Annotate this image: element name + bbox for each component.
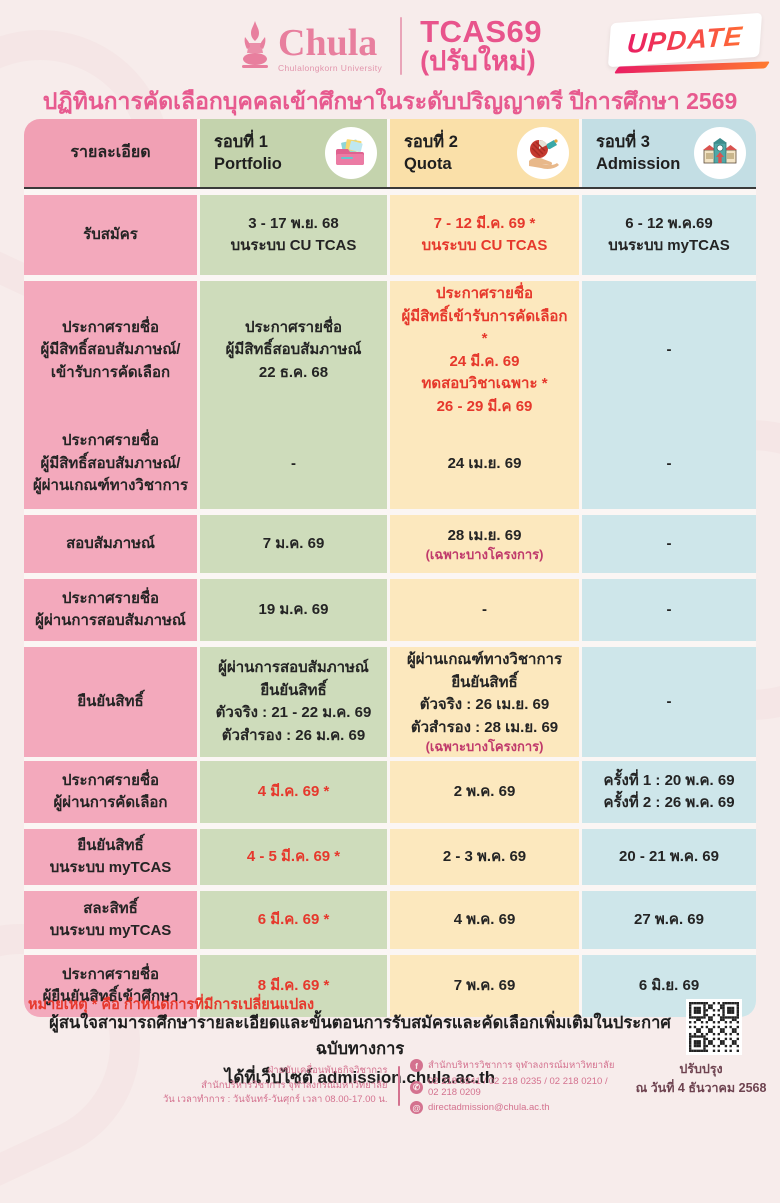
round2-cell: 28 เม.ย. 69 (เฉพาะบางโครงการ) [390,515,579,573]
table-row: ยืนยันสิทธิ์ ผู้ผ่านการสอบสัมภาษณ์ ยืนยันส… [24,647,756,758]
contact-channels: f สำนักบริหารวิชาการ จุฬาลงกรณ์มหาวิทยาลั… [410,1058,620,1114]
update-badge-label: UPDATE [626,20,745,59]
round2-cell: 2 พ.ค. 69 [390,761,579,823]
contact-channel-text: สำนักบริหารวิชาการ จุฬาลงกรณ์มหาวิทยาลัย [428,1060,615,1071]
row-label-cell: ประกาศรายชื่อ ผู้มีสิทธิ์สอบสัมภาษณ์/ผู้ผ… [24,419,197,509]
round2-cell: ประกาศรายชื่อ ผู้มีสิทธิ์เข้ารับการคัดเลื… [390,281,579,420]
round1-cell: 4 มี.ค. 69 * [200,761,387,823]
email-icon: @ [410,1101,423,1114]
round3-cell: - [582,579,756,641]
round3-cell: - [582,419,756,509]
table-row: ยืนยันสิทธิ์ บนระบบ myTCAS 4 - 5 มี.ค. 69 … [24,829,756,885]
tcas-title: TCAS69 (ปรับใหม่) [420,16,542,75]
contact-channel: @ directadmission@chula.ac.th [410,1101,620,1114]
round1-cell: 3 - 17 พ.ย. 68 บนระบบ CU TCAS [200,195,387,275]
table-header-row: รายละเอียด รอบที่ 1 Portfolio รอบที่ 2 [24,119,756,189]
round1-cell: 6 มี.ค. 69 * [200,891,387,949]
round2-cell: ผู้ผ่านเกณฑ์ทางวิชาการ ยืนยันสิทธิ์ ตัวจริ… [390,647,579,758]
portfolio-folder-icon [325,127,377,179]
page-header: Chula Chulalongkorn University TCAS69 (ป… [0,16,780,75]
round3-cell: - [582,647,756,758]
round2-cell: 7 พ.ค. 69 [390,955,579,1017]
chula-logo: Chula Chulalongkorn University [238,19,382,73]
phra-kiao-emblem-icon [242,20,269,68]
row-label-cell: ประกาศรายชื่อ ผู้ผ่านการคัดเลือก [24,761,197,823]
round2-cell: - [390,579,579,641]
contact-bar: ฝ่ายขับเคลื่อนพันธกิจวิชาการ สำนักบริหารว… [0,1058,620,1114]
table-row: ประกาศรายชื่อ ผู้ผ่านการคัดเลือก 4 มี.ค. 6… [24,761,756,823]
table-row: ประกาศรายชื่อ ผู้ยืนยันสิทธิ์เข้าศึกษา 8 ม… [24,955,756,1017]
tcas-line1: TCAS69 [420,14,542,49]
detail-header-cell: รายละเอียด [24,119,197,187]
table-row: ประกาศรายชื่อ ผู้มีสิทธิ์สอบสัมภาษณ์/ผู้ผ… [24,419,756,509]
contact-divider [397,1066,400,1106]
round1-cell: 7 ม.ค. 69 [200,515,387,573]
row-label-cell: ประกาศรายชื่อ ผู้ยืนยันสิทธิ์เข้าศึกษา [24,955,197,1017]
round2-header-label: รอบที่ 2 Quota [404,132,458,173]
tcas-line2: (ปรับใหม่) [420,45,536,76]
round3-header-label: รอบที่ 3 Admission [596,132,681,173]
contact-channel: ✆ 02 218 0241 / 02 218 0235 / 02 218 0210… [410,1076,620,1098]
round1-header-label: รอบที่ 1 Portfolio [214,132,282,173]
round1-header-cell: รอบที่ 1 Portfolio [200,119,387,187]
table-row: สอบสัมภาษณ์ 7 ม.ค. 69 28 เม.ย. 69 (เฉพาะบาง… [24,515,756,573]
brand-subtitle: Chulalongkorn University [278,62,383,73]
round1-cell: 8 มี.ค. 69 * [200,955,387,1017]
school-building-icon [694,127,746,179]
header-divider [400,16,403,75]
round1-cell: ประกาศรายชื่อ ผู้มีสิทธิ์สอบสัมภาษณ์ 22 ธ.… [200,281,387,420]
round1-cell: ผู้ผ่านการสอบสัมภาษณ์ ยืนยันสิทธิ์ ตัวจริง… [200,647,387,758]
updated-date: ปรับปรุง ณ วันที่ 4 ธันวาคม 2568 [635,1062,767,1095]
row-label-cell: ยืนยันสิทธิ์ [24,647,197,758]
round3-cell: 6 - 12 พ.ค.69 บนระบบ myTCAS [582,195,756,275]
round2-cell: 7 - 12 มี.ค. 69 * บนระบบ CU TCAS [390,195,579,275]
qr-code [686,999,742,1055]
round1-cell: - [200,419,387,509]
admission-calendar-table: รายละเอียด รอบที่ 1 Portfolio รอบที่ 2 [24,119,756,1017]
round2-cell: 4 พ.ค. 69 [390,891,579,949]
remark-note: หมายเหตุ * คือ กำหนดการที่มีการเปลี่ยนแป… [28,997,315,1013]
table-row: ประกาศรายชื่อ ผู้มีสิทธิ์สอบสัมภาษณ์/เข้า… [24,281,756,420]
contact-channel-text: 02 218 0241 / 02 218 0235 / 02 218 0210 … [428,1076,608,1098]
round3-cell: ครั้งที่ 1 : 20 พ.ค. 69 ครั้งที่ 2 : 26 พ… [582,761,756,823]
facebook-icon: f [410,1059,423,1072]
round3-cell: 20 - 21 พ.ค. 69 [582,829,756,885]
table-row: ประกาศรายชื่อ ผู้ผ่านการสอบสัมภาษณ์ 19 ม.ค… [24,579,756,641]
office-info: ฝ่ายขับเคลื่อนพันธกิจวิชาการ สำนักบริหารว… [162,1064,388,1106]
hand-pie-chart-icon [517,127,569,179]
phone-icon: ✆ [410,1080,423,1094]
table-row: สละสิทธิ์ บนระบบ myTCAS 6 มี.ค. 69 * 4 พ.ค.… [24,891,756,949]
page-title: ปฏิทินการคัดเลือกบุคคลเข้าศึกษาในระดับปร… [42,88,738,114]
footer-info-line1: ผู้สนใจสามารถศึกษารายละเอียดและขั้นตอนกา… [49,1014,671,1058]
row-label-cell: ประกาศรายชื่อ ผู้ผ่านการสอบสัมภาษณ์ [24,579,197,641]
row-label-cell: รับสมัคร [24,195,197,275]
round3-header-cell: รอบที่ 3 Admission [582,119,756,187]
round3-cell: - [582,515,756,573]
row-label-cell: ยืนยันสิทธิ์ บนระบบ myTCAS [24,829,197,885]
table-row: รับสมัคร 3 - 17 พ.ย. 68 บนระบบ CU TCAS 7 - … [24,195,756,275]
brand-name: Chula [278,22,378,65]
footer-info: ผู้สนใจสามารถศึกษารายละเอียดและขั้นตอนกา… [40,1011,680,1091]
round2-cell: 24 เม.ย. 69 [390,419,579,509]
row-label-cell: สละสิทธิ์ บนระบบ myTCAS [24,891,197,949]
round2-header-cell: รอบที่ 2 Quota [390,119,579,187]
round1-cell: 19 ม.ค. 69 [200,579,387,641]
round3-cell: 27 พ.ค. 69 [582,891,756,949]
round3-cell: - [582,281,756,420]
round1-cell: 4 - 5 มี.ค. 69 * [200,829,387,885]
row-label-cell: ประกาศรายชื่อ ผู้มีสิทธิ์สอบสัมภาษณ์/เข้า… [24,281,197,420]
footer-info-line2: ได้ที่เว็บไซต์ admission.chula.ac.th [224,1068,496,1088]
round2-cell: 2 - 3 พ.ค. 69 [390,829,579,885]
row-label-cell: สอบสัมภาษณ์ [24,515,197,573]
contact-channel: f สำนักบริหารวิชาการ จุฬาลงกรณ์มหาวิทยาลั… [410,1058,620,1073]
